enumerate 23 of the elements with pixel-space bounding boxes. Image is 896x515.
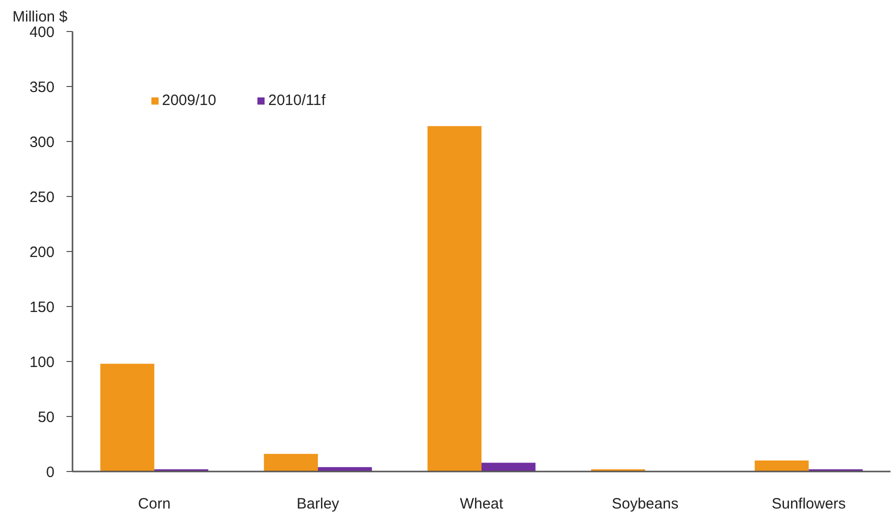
bar (264, 454, 318, 472)
y-tick-label: 400 (29, 24, 55, 41)
y-tick-label: 150 (29, 299, 55, 316)
bar (428, 126, 482, 472)
bar (754, 460, 809, 472)
x-tick-label: Barley (296, 496, 340, 512)
y-tick-label: 200 (29, 244, 55, 261)
x-tick-label: Corn (138, 496, 171, 512)
y-tick-label: 250 (29, 189, 55, 206)
y-tick-label: 100 (29, 354, 55, 371)
y-tick-label: 0 (46, 464, 54, 481)
x-tick-label: Wheat (460, 496, 504, 512)
legend-label: 2009/10 (162, 92, 216, 109)
y-tick-label: 300 (29, 134, 55, 151)
y-tick-label: 350 (29, 79, 55, 96)
bar (100, 364, 154, 472)
y-axis-title: Million $ (12, 8, 68, 26)
legend-label: 2010/11f (268, 92, 326, 109)
y-tick-label: 50 (38, 409, 55, 426)
x-tick-label: Sunflowers (772, 496, 846, 512)
bar (482, 462, 536, 472)
bar (318, 467, 372, 472)
x-tick-label: Soybeans (612, 496, 678, 512)
